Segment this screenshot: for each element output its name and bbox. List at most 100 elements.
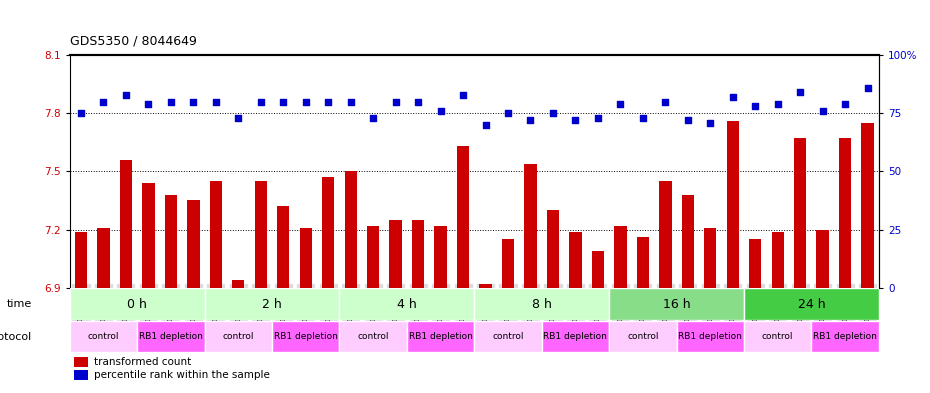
Bar bbox=[339, 321, 406, 352]
Bar bbox=[74, 231, 87, 288]
Bar bbox=[474, 288, 609, 320]
Bar bbox=[255, 181, 267, 288]
Bar bbox=[70, 321, 138, 352]
Point bbox=[635, 115, 650, 121]
Bar bbox=[70, 288, 205, 320]
Bar bbox=[344, 171, 357, 288]
Text: RB1 depletion: RB1 depletion bbox=[678, 332, 742, 341]
Bar bbox=[704, 228, 716, 288]
Text: control: control bbox=[222, 332, 254, 341]
Text: control: control bbox=[492, 332, 524, 341]
Point bbox=[770, 101, 785, 107]
Point bbox=[164, 98, 179, 105]
Point bbox=[500, 110, 515, 116]
Point bbox=[523, 117, 538, 123]
Bar bbox=[73, 357, 88, 367]
Bar bbox=[187, 200, 200, 288]
Point bbox=[411, 98, 426, 105]
Point bbox=[186, 98, 201, 105]
Point bbox=[591, 115, 605, 121]
Bar bbox=[676, 321, 744, 352]
Text: 8 h: 8 h bbox=[532, 298, 551, 310]
Point bbox=[703, 119, 718, 126]
Text: transformed count: transformed count bbox=[94, 357, 192, 367]
Bar bbox=[744, 321, 811, 352]
Bar bbox=[412, 220, 424, 288]
Bar bbox=[209, 181, 222, 288]
Bar bbox=[457, 146, 470, 288]
Point bbox=[433, 108, 448, 114]
Bar bbox=[591, 251, 604, 288]
Bar bbox=[659, 181, 671, 288]
Text: 16 h: 16 h bbox=[663, 298, 690, 310]
Bar bbox=[614, 226, 627, 288]
Text: control: control bbox=[357, 332, 389, 341]
Text: 0 h: 0 h bbox=[127, 298, 147, 310]
Text: percentile rank within the sample: percentile rank within the sample bbox=[94, 370, 270, 380]
Bar bbox=[205, 288, 339, 320]
Bar bbox=[839, 138, 851, 288]
Point bbox=[816, 108, 830, 114]
Bar bbox=[232, 280, 245, 288]
Bar bbox=[502, 239, 514, 288]
Point bbox=[276, 98, 291, 105]
Point bbox=[321, 98, 336, 105]
Bar bbox=[744, 288, 879, 320]
Text: control: control bbox=[762, 332, 793, 341]
Point bbox=[860, 84, 875, 91]
Text: 2 h: 2 h bbox=[262, 298, 282, 310]
Text: control: control bbox=[87, 332, 119, 341]
Point bbox=[838, 101, 853, 107]
Point bbox=[725, 94, 740, 100]
Bar bbox=[205, 321, 272, 352]
Bar bbox=[73, 370, 88, 380]
Point bbox=[118, 92, 133, 98]
Point bbox=[388, 98, 403, 105]
Bar bbox=[861, 123, 874, 288]
Bar bbox=[272, 321, 339, 352]
Bar bbox=[525, 163, 537, 288]
Point bbox=[73, 110, 88, 116]
Bar bbox=[434, 226, 446, 288]
Point bbox=[792, 89, 807, 95]
Bar bbox=[682, 195, 694, 288]
Bar bbox=[609, 321, 676, 352]
Bar bbox=[547, 210, 559, 288]
Bar bbox=[637, 237, 649, 288]
Bar bbox=[817, 230, 829, 288]
Text: RB1 depletion: RB1 depletion bbox=[408, 332, 472, 341]
Bar bbox=[142, 183, 154, 288]
Bar bbox=[794, 138, 806, 288]
Text: time: time bbox=[7, 299, 32, 309]
Bar bbox=[541, 321, 609, 352]
Point bbox=[681, 117, 696, 123]
Bar bbox=[367, 226, 379, 288]
Bar bbox=[390, 220, 402, 288]
Point bbox=[253, 98, 268, 105]
Bar bbox=[299, 228, 312, 288]
Text: RB1 depletion: RB1 depletion bbox=[543, 332, 607, 341]
Bar bbox=[726, 121, 739, 288]
Bar bbox=[749, 239, 762, 288]
Point bbox=[96, 98, 111, 105]
Bar bbox=[479, 284, 492, 288]
Point bbox=[613, 101, 628, 107]
Point bbox=[546, 110, 561, 116]
Bar bbox=[772, 231, 784, 288]
Point bbox=[456, 92, 471, 98]
Bar bbox=[165, 195, 177, 288]
Bar bbox=[339, 288, 474, 320]
Point bbox=[568, 117, 583, 123]
Bar bbox=[569, 231, 581, 288]
Text: RB1 depletion: RB1 depletion bbox=[273, 332, 338, 341]
Text: control: control bbox=[627, 332, 658, 341]
Point bbox=[299, 98, 313, 105]
Text: RB1 depletion: RB1 depletion bbox=[813, 332, 877, 341]
Point bbox=[658, 98, 672, 105]
Point bbox=[343, 98, 358, 105]
Text: 4 h: 4 h bbox=[397, 298, 417, 310]
Point bbox=[208, 98, 223, 105]
Bar bbox=[120, 160, 132, 288]
Text: RB1 depletion: RB1 depletion bbox=[139, 332, 203, 341]
Text: 24 h: 24 h bbox=[798, 298, 825, 310]
